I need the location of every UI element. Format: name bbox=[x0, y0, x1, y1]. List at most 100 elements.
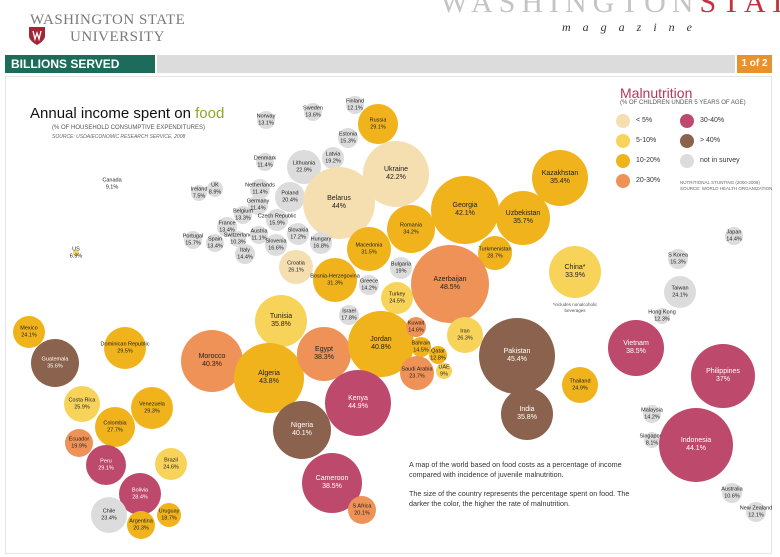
country-bubble[interactable] bbox=[411, 337, 431, 357]
country-bubble[interactable] bbox=[746, 502, 766, 522]
country-bubble[interactable] bbox=[230, 231, 246, 247]
country-label: Poland 20.4% bbox=[281, 191, 298, 204]
country-bubble[interactable] bbox=[338, 128, 358, 148]
country-bubble[interactable] bbox=[549, 246, 601, 298]
country-bubble[interactable] bbox=[304, 103, 322, 121]
country-bubble[interactable] bbox=[310, 232, 332, 254]
country-value: 40.3% bbox=[202, 361, 222, 368]
country-bubble[interactable] bbox=[532, 150, 588, 206]
country-name: Azerbaijan bbox=[433, 276, 467, 283]
country-bubble[interactable] bbox=[322, 147, 344, 169]
wsu-logo[interactable]: WASHINGTON STATE UNIVERSITY bbox=[29, 12, 200, 52]
country-value: 20.1% bbox=[354, 510, 370, 516]
country-bubble[interactable] bbox=[184, 231, 202, 249]
country-bubble[interactable] bbox=[431, 176, 499, 244]
country-bubble[interactable] bbox=[654, 308, 670, 324]
country-bubble[interactable] bbox=[313, 258, 357, 302]
country-name: Brazil bbox=[164, 457, 178, 464]
country-bubble[interactable] bbox=[250, 179, 270, 199]
country-name: Hungary bbox=[310, 236, 332, 243]
country-bubble[interactable] bbox=[64, 386, 100, 422]
country-bubble[interactable] bbox=[387, 205, 435, 253]
country-bubble[interactable] bbox=[496, 191, 550, 245]
country-bubble[interactable] bbox=[725, 227, 743, 245]
country-bubble[interactable] bbox=[86, 445, 126, 485]
country-value: 31.3% bbox=[327, 280, 343, 286]
country-bubble[interactable] bbox=[265, 234, 287, 256]
country-bubble[interactable] bbox=[325, 370, 391, 436]
legend-swatch bbox=[616, 154, 630, 168]
country-label: Argentina 20.3% bbox=[129, 519, 153, 532]
country-bubble[interactable] bbox=[31, 339, 79, 387]
country-bubble[interactable] bbox=[664, 276, 696, 308]
country-label: Ukraine 42.2% bbox=[384, 166, 408, 182]
country-bubble[interactable] bbox=[411, 245, 489, 323]
country-bubble[interactable] bbox=[127, 511, 155, 539]
country-bubble[interactable] bbox=[390, 257, 412, 279]
country-bubble[interactable] bbox=[256, 153, 274, 171]
country-label: Denmark 11.4% bbox=[254, 156, 276, 169]
country-value: 22.9% bbox=[296, 167, 312, 173]
country-bubble[interactable] bbox=[691, 344, 755, 408]
country-value: 17.2% bbox=[290, 234, 306, 240]
country-bubble[interactable] bbox=[181, 330, 243, 392]
country-bubble[interactable] bbox=[479, 318, 555, 394]
country-bubble[interactable] bbox=[659, 408, 733, 482]
logo-line1: WASHINGTON STATE bbox=[30, 12, 186, 28]
country-bubble[interactable] bbox=[608, 320, 664, 376]
country-bubble[interactable] bbox=[644, 432, 660, 448]
country-bubble[interactable] bbox=[65, 429, 93, 457]
country-bubble[interactable] bbox=[722, 483, 742, 503]
legend-title: Malnutrition bbox=[620, 85, 693, 101]
country-bubble[interactable] bbox=[207, 181, 223, 197]
country-bubble[interactable] bbox=[501, 388, 553, 440]
country-bubble[interactable] bbox=[643, 405, 661, 423]
country-bubble[interactable] bbox=[406, 317, 426, 337]
country-bubble[interactable] bbox=[275, 182, 305, 212]
country-bubble[interactable] bbox=[13, 316, 45, 348]
page-indicator[interactable]: 1 of 2 bbox=[737, 55, 772, 73]
country-value: 11.4% bbox=[252, 189, 268, 195]
country-bubble[interactable] bbox=[358, 104, 398, 144]
country-bubble[interactable] bbox=[339, 305, 359, 325]
country-bubble[interactable] bbox=[562, 367, 598, 403]
country-bubble[interactable] bbox=[297, 327, 351, 381]
country-bubble[interactable] bbox=[234, 206, 252, 224]
country-value: 14.5% bbox=[413, 347, 429, 353]
country-bubble[interactable] bbox=[381, 282, 413, 314]
country-bubble[interactable] bbox=[668, 249, 688, 269]
country-bubble[interactable] bbox=[257, 111, 275, 129]
country-bubble[interactable] bbox=[250, 226, 268, 244]
country-bubble[interactable] bbox=[155, 448, 187, 480]
country-bubble[interactable] bbox=[287, 223, 309, 245]
country-bubble[interactable] bbox=[447, 317, 483, 353]
country-bubble[interactable] bbox=[346, 96, 364, 114]
country-name: Netherlands bbox=[245, 182, 275, 189]
country-bubble[interactable] bbox=[255, 295, 307, 347]
country-bubble[interactable] bbox=[436, 363, 452, 379]
country-bubble[interactable] bbox=[347, 227, 391, 271]
country-bubble[interactable] bbox=[248, 195, 268, 215]
country-bubble[interactable] bbox=[359, 275, 379, 295]
country-bubble[interactable] bbox=[235, 244, 255, 264]
country-bubble[interactable] bbox=[273, 401, 331, 459]
country-bubble[interactable] bbox=[119, 473, 161, 515]
country-bubble[interactable] bbox=[279, 250, 313, 284]
legend-label: 20-30% bbox=[636, 177, 661, 184]
country-bubble[interactable] bbox=[95, 407, 135, 447]
country-bubble[interactable] bbox=[348, 496, 376, 524]
country-bubble[interactable] bbox=[191, 185, 207, 201]
country-bubble[interactable] bbox=[157, 503, 181, 527]
country-name: Costa Rica bbox=[68, 397, 96, 404]
country-bubble[interactable] bbox=[400, 356, 434, 390]
country-bubble[interactable] bbox=[104, 327, 146, 369]
country-bubble[interactable] bbox=[363, 141, 429, 207]
country-bubble[interactable] bbox=[266, 209, 288, 231]
country-bubble[interactable] bbox=[131, 387, 173, 429]
country-bubble[interactable] bbox=[73, 250, 79, 256]
country-bubble[interactable] bbox=[429, 346, 447, 364]
caption-p1: A map of the world based on food costs a… bbox=[409, 460, 622, 479]
country-bubble[interactable] bbox=[91, 497, 127, 533]
country-bubble[interactable] bbox=[206, 234, 224, 252]
